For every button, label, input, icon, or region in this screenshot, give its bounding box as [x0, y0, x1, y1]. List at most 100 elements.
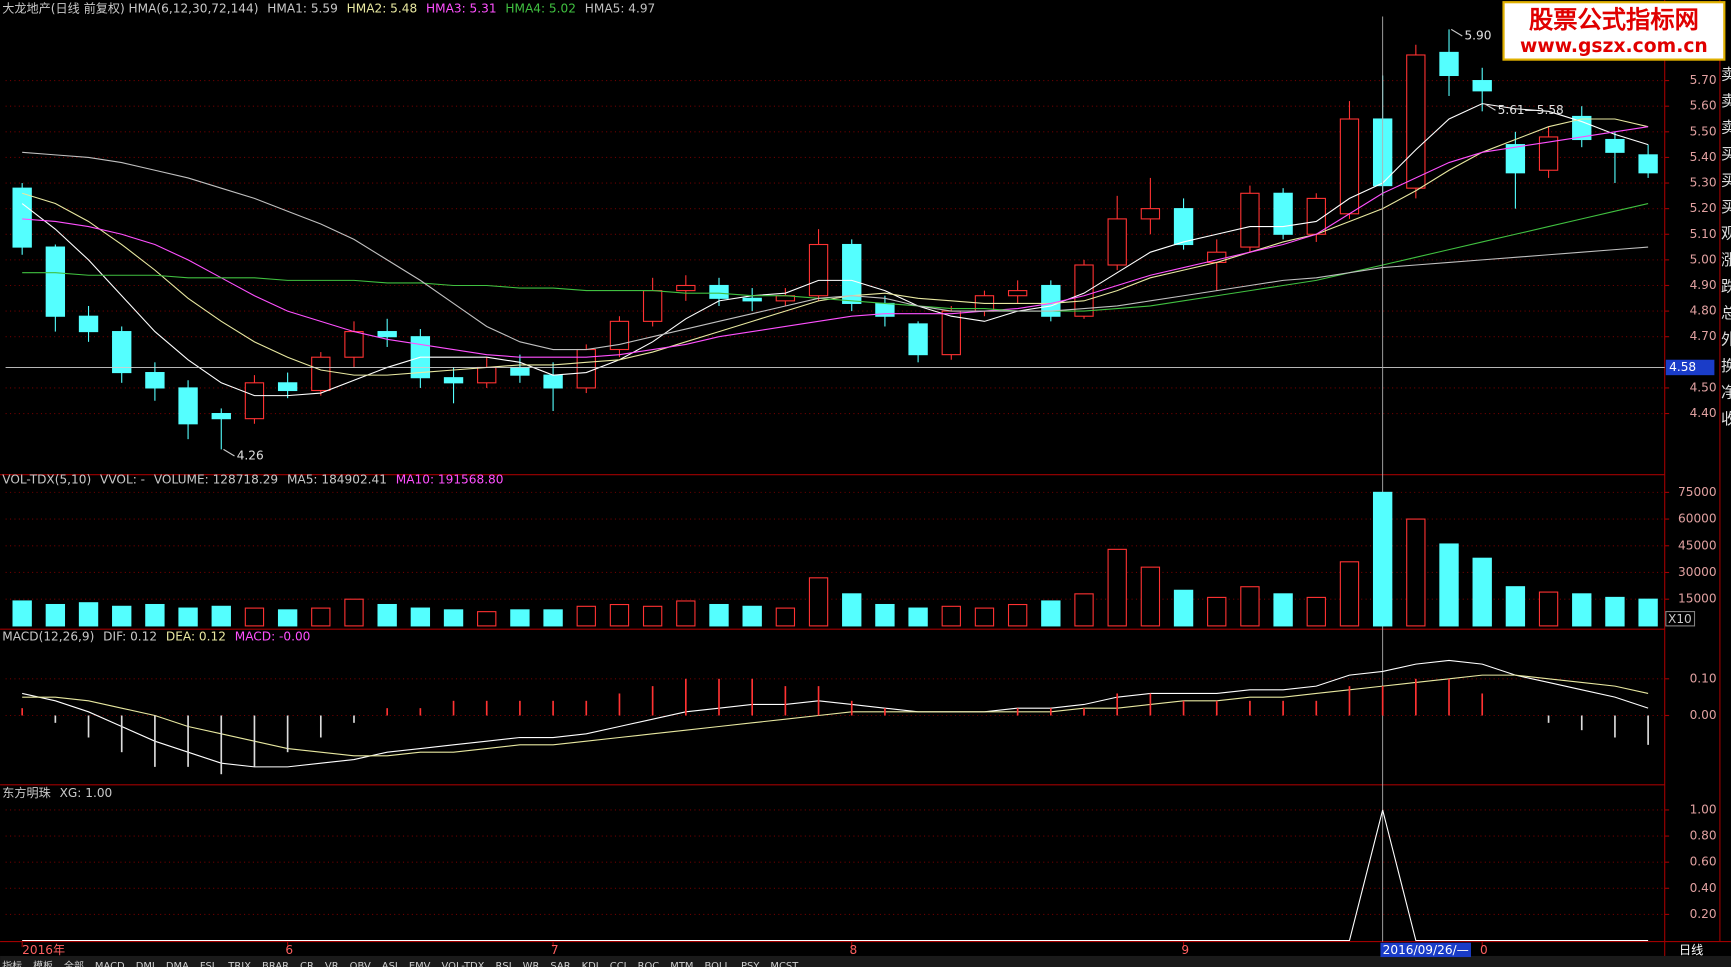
indicator-tab[interactable]: 全部: [64, 959, 84, 967]
volume-bar: [1538, 591, 1559, 627]
indicator-tab[interactable]: TRIX: [227, 961, 251, 967]
side-label: 买: [1721, 172, 1731, 190]
candle-body: [311, 356, 331, 392]
y-tick-label: 5.50: [1690, 124, 1717, 138]
indicator-tab[interactable]: EMV: [409, 961, 431, 967]
candle-body: [1306, 197, 1326, 235]
indicator-tab[interactable]: 模板: [33, 959, 53, 967]
series-line: [22, 202, 1649, 312]
indicator-tab[interactable]: ASI: [382, 961, 398, 967]
indicator-tab[interactable]: WR: [523, 961, 540, 967]
volume-bar: [1041, 600, 1061, 627]
candle-body: [1406, 54, 1426, 189]
indicator-tab[interactable]: DMI: [136, 961, 155, 967]
volume-bar: [1140, 566, 1161, 627]
volume-bar: [244, 607, 265, 627]
tab-bar: [0, 955, 1731, 967]
y-tick-label: 5.70: [1690, 73, 1717, 87]
series-line: [22, 659, 1649, 768]
volume-bar: [1439, 543, 1459, 627]
indicator-tab[interactable]: OBV: [350, 961, 371, 967]
candle-body: [244, 382, 265, 420]
volume-bar: [12, 600, 32, 627]
volume-bar: [344, 598, 364, 627]
volume-bar: [1007, 603, 1028, 627]
y-tick-label: 45000: [1678, 538, 1717, 552]
legend-entry: HMA5: 4.97: [585, 1, 656, 15]
annotation: 5.90: [1464, 28, 1491, 42]
volume-bar: [1240, 586, 1260, 627]
watermark-title: 股票公式指标网: [1529, 5, 1699, 34]
candle-body: [377, 331, 397, 338]
volume-bar: [1505, 586, 1526, 627]
volume-bar: [410, 607, 431, 627]
volume-bar: [974, 607, 995, 627]
volume-bar: [45, 603, 66, 627]
candle-body: [709, 284, 729, 299]
indicator-tab[interactable]: CCI: [610, 961, 627, 967]
watermark: 股票公式指标网 www.gszx.com.cn: [1502, 1, 1726, 61]
indicator-tab[interactable]: PSY: [741, 961, 760, 967]
volume-bar: [1372, 491, 1393, 627]
y-tick-label: 60000: [1678, 512, 1717, 526]
cursor-date-box: [1380, 942, 1471, 958]
indicator-tab[interactable]: 指标: [2, 959, 22, 967]
indicator-tab[interactable]: FSL: [200, 961, 218, 967]
last-price-label: 4.58: [1669, 360, 1696, 374]
y-tick-label: 4.70: [1690, 329, 1717, 343]
y-tick-label: 30000: [1678, 565, 1717, 579]
y-tick-label: 0.20: [1690, 907, 1717, 921]
y-tick-label: 5.30: [1690, 176, 1717, 190]
indicator-tab[interactable]: CR: [300, 961, 314, 967]
legend-entry: DEA: 0.12: [166, 629, 226, 643]
volume-bar: [742, 605, 762, 627]
indicator-tab[interactable]: VOL-TDX: [442, 961, 485, 967]
indicator-tab[interactable]: ROC: [638, 961, 660, 967]
indicator-tab[interactable]: SAR: [550, 961, 570, 967]
y-tick-label: 5.10: [1690, 227, 1717, 241]
unit-label: X10: [1668, 612, 1692, 626]
candle-body: [543, 374, 563, 389]
legend-entry: MACD(12,26,9): [2, 629, 94, 643]
volume-bar: [477, 611, 497, 627]
indicator-tab[interactable]: BRAR: [262, 961, 289, 967]
candle-body: [1505, 144, 1526, 174]
candle-body: [45, 246, 66, 317]
x-tick-label: 2016/09/26/—: [1383, 943, 1469, 957]
indicator-tab[interactable]: DMA: [166, 961, 189, 967]
candle-body: [1472, 80, 1492, 92]
y-tick-label: 5.20: [1690, 201, 1717, 215]
indicator-tab[interactable]: KDJ: [582, 961, 599, 967]
indicator-tab[interactable]: RSI: [496, 961, 512, 967]
volume-bar: [311, 607, 331, 627]
x-tick-label: 0: [1480, 943, 1488, 957]
y-tick-label: 15000: [1678, 592, 1717, 606]
volume-bar: [1605, 596, 1625, 627]
volume-bar: [609, 603, 630, 627]
indicator-tab[interactable]: VR: [325, 961, 339, 967]
volume-bar: [842, 593, 862, 627]
side-label: 买: [1721, 145, 1731, 163]
annotation-arrow: [223, 448, 235, 457]
candle-body: [1572, 115, 1592, 141]
volume-bar: [178, 607, 198, 627]
volume-bar: [277, 609, 298, 627]
legend-entry: VVOL: -: [100, 473, 145, 487]
series-line: [22, 126, 1649, 358]
indicator-tab[interactable]: MACD: [95, 961, 125, 967]
candle-body: [1638, 154, 1658, 174]
period-label: 日线: [1679, 943, 1703, 957]
side-label: 跌: [1721, 278, 1731, 296]
indicator-tab[interactable]: MCST: [770, 961, 799, 967]
side-label: 卖: [1721, 92, 1731, 110]
legend-entry: HMA1: 5.59: [267, 1, 338, 15]
candle-body: [676, 284, 696, 292]
candle-body: [742, 297, 762, 302]
series-line: [22, 674, 1649, 757]
indicator-tab[interactable]: BOLL: [705, 961, 731, 967]
volume-bar: [576, 605, 596, 627]
indicator-tab[interactable]: MTM: [670, 961, 693, 967]
legend-entry: HMA2: 5.48: [347, 1, 418, 15]
y-tick-label: 0.10: [1690, 671, 1717, 685]
